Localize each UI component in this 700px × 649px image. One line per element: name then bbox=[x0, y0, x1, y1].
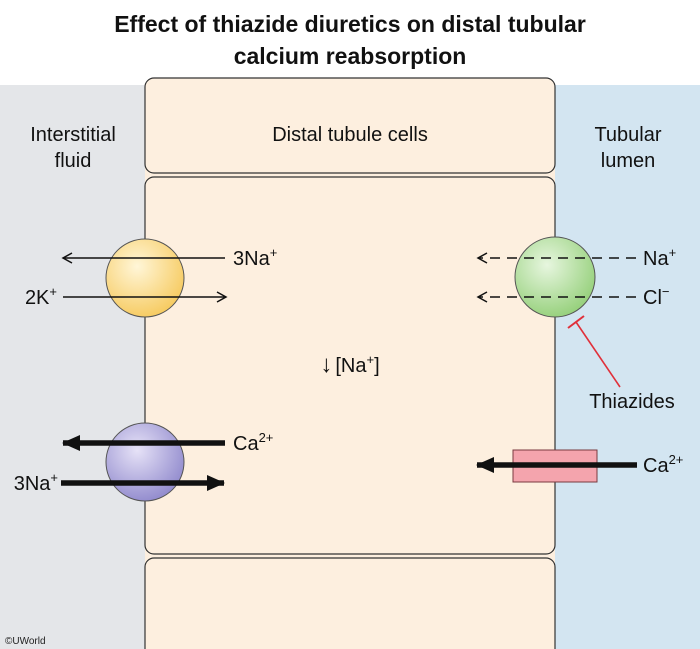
cotransporter-cl-label: Cl− bbox=[643, 284, 669, 309]
cell-bottom bbox=[144, 557, 556, 649]
exchanger-na-label: 3Na+ bbox=[14, 470, 58, 495]
pump-k-label: 2K+ bbox=[25, 284, 57, 309]
intracellular-na-label: ↓ [Na+] bbox=[320, 351, 379, 378]
thiazide-inhibition-line bbox=[575, 321, 621, 388]
cotransporter-na-label: Na+ bbox=[643, 245, 676, 270]
lumen-region bbox=[555, 85, 700, 649]
diagram-title: Effect of thiazide diuretics on distal t… bbox=[0, 8, 700, 72]
na-k-pump bbox=[105, 238, 185, 318]
title-line-1: Effect of thiazide diuretics on distal t… bbox=[114, 11, 586, 37]
interstitial-label-2: fluid bbox=[55, 150, 92, 172]
cell-middle bbox=[144, 176, 556, 555]
na-cl-cotransporter bbox=[514, 236, 596, 318]
na-ca-exchanger bbox=[105, 422, 185, 502]
lumen-label-2: lumen bbox=[601, 150, 655, 172]
interstitial-region bbox=[0, 85, 145, 649]
interstitial-label-1: Interstitial bbox=[30, 124, 116, 146]
thiazides-label: Thiazides bbox=[589, 391, 675, 413]
lumen-label-1: Tubular bbox=[594, 124, 661, 146]
cells-label: Distal tubule cells bbox=[272, 124, 428, 146]
cell-top bbox=[144, 77, 556, 174]
pump-na-label: 3Na+ bbox=[233, 245, 277, 270]
channel-ca-label: Ca2+ bbox=[643, 452, 683, 477]
copyright: ©UWorld bbox=[5, 636, 46, 647]
thiazide-inhibition-bar bbox=[567, 315, 585, 329]
exchanger-ca-label: Ca2+ bbox=[233, 430, 273, 455]
title-line-2: calcium reabsorption bbox=[233, 43, 467, 69]
